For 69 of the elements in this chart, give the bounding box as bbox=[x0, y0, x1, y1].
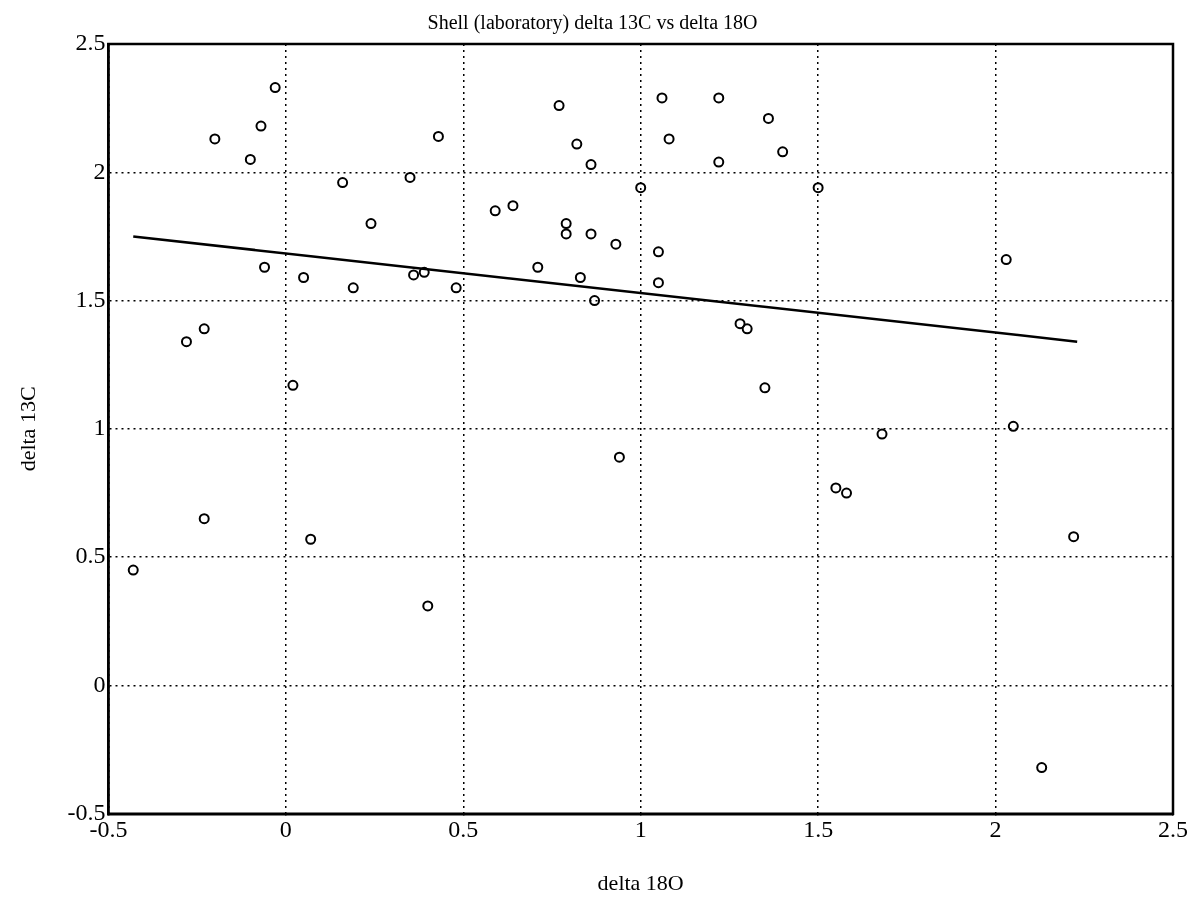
point bbox=[663, 133, 675, 145]
point bbox=[1007, 420, 1019, 432]
point bbox=[287, 379, 299, 391]
point bbox=[418, 266, 430, 278]
point bbox=[652, 277, 664, 289]
y-tick-label: 2 bbox=[93, 157, 106, 184]
point bbox=[365, 218, 377, 230]
point bbox=[450, 282, 462, 294]
point bbox=[209, 133, 221, 145]
point bbox=[404, 171, 416, 183]
point bbox=[613, 451, 625, 463]
point bbox=[762, 112, 774, 124]
x-tick-label: 1 bbox=[634, 816, 647, 843]
point bbox=[347, 282, 359, 294]
point bbox=[652, 246, 664, 258]
point bbox=[1000, 254, 1012, 266]
point bbox=[532, 261, 544, 273]
point bbox=[553, 100, 565, 112]
point bbox=[180, 336, 192, 348]
point bbox=[432, 130, 444, 142]
x-axis-title: delta 18O bbox=[597, 869, 684, 895]
point bbox=[198, 323, 210, 335]
point bbox=[585, 159, 597, 171]
x-tick-label: 2 bbox=[989, 816, 1002, 843]
point bbox=[259, 261, 271, 273]
y-tick-label: 2.5 bbox=[75, 29, 106, 56]
point bbox=[560, 228, 572, 240]
point bbox=[305, 533, 317, 545]
y-tick-label: 0 bbox=[93, 670, 106, 697]
point bbox=[610, 238, 622, 250]
y-tick-label: 1.5 bbox=[75, 285, 106, 312]
point bbox=[777, 146, 789, 158]
point bbox=[198, 513, 210, 525]
point bbox=[812, 182, 824, 194]
y-axis-title: delta 13C bbox=[14, 386, 40, 472]
point bbox=[298, 272, 310, 284]
chart-title: Shell (laboratory) delta 13C vs delta 18O bbox=[427, 11, 758, 35]
point bbox=[830, 482, 842, 494]
point bbox=[127, 564, 139, 576]
point bbox=[876, 428, 888, 440]
x-tick-label: 2.5 bbox=[1158, 816, 1188, 843]
point bbox=[269, 82, 281, 94]
point bbox=[635, 182, 647, 194]
point bbox=[574, 272, 586, 284]
point bbox=[255, 120, 267, 132]
x-tick-label: 1.5 bbox=[803, 816, 834, 843]
y-tick-label: 1 bbox=[93, 414, 106, 441]
point bbox=[1036, 762, 1048, 774]
point bbox=[656, 92, 668, 104]
point bbox=[422, 600, 434, 612]
point bbox=[585, 228, 597, 240]
point bbox=[713, 92, 725, 104]
point bbox=[713, 156, 725, 168]
point bbox=[408, 269, 420, 281]
x-tick-label: 0 bbox=[279, 816, 292, 843]
point bbox=[589, 295, 601, 307]
point bbox=[337, 177, 349, 189]
point bbox=[489, 205, 501, 217]
point bbox=[741, 323, 753, 335]
point bbox=[759, 382, 771, 394]
point bbox=[841, 487, 853, 499]
point bbox=[507, 200, 519, 212]
point bbox=[734, 318, 746, 330]
point bbox=[244, 153, 256, 165]
x-tick-label: 0.5 bbox=[448, 816, 479, 843]
point bbox=[560, 218, 572, 230]
point bbox=[1068, 531, 1080, 543]
point bbox=[571, 138, 583, 150]
y-tick-label: 0.5 bbox=[75, 542, 106, 569]
